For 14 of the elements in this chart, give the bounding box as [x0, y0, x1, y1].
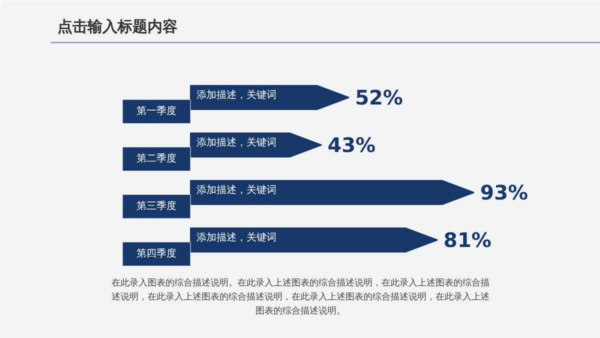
data-label: 43%	[328, 133, 376, 157]
y-tick-label: 第四季度	[136, 248, 176, 260]
annotation: 添加描述，关键词	[196, 184, 276, 196]
annotation: 添加描述，关键词	[196, 89, 276, 101]
text: 在此录入图表的综合描述说明。在此录入上述图表的综合描述说明，在此录入上述图表的综合描述说明，在此录入上述图表的综合描述说明，在此录入上述图表的综合描述说明，在此录入上述图表的综合描述说明。	[112, 278, 490, 316]
y-tick-label: 第一季度	[136, 105, 176, 117]
y-tick-label: 第二季度	[136, 152, 176, 164]
data-label: 52%	[355, 86, 403, 110]
chart-title: 点击输入标题内容	[58, 18, 178, 36]
data-label: 81%	[444, 228, 492, 252]
y-tick-label: 第三季度	[136, 200, 176, 212]
annotation: 添加描述，关键词	[196, 232, 276, 244]
data-label: 93%	[480, 180, 528, 204]
annotation: 添加描述，关键词	[196, 136, 276, 148]
